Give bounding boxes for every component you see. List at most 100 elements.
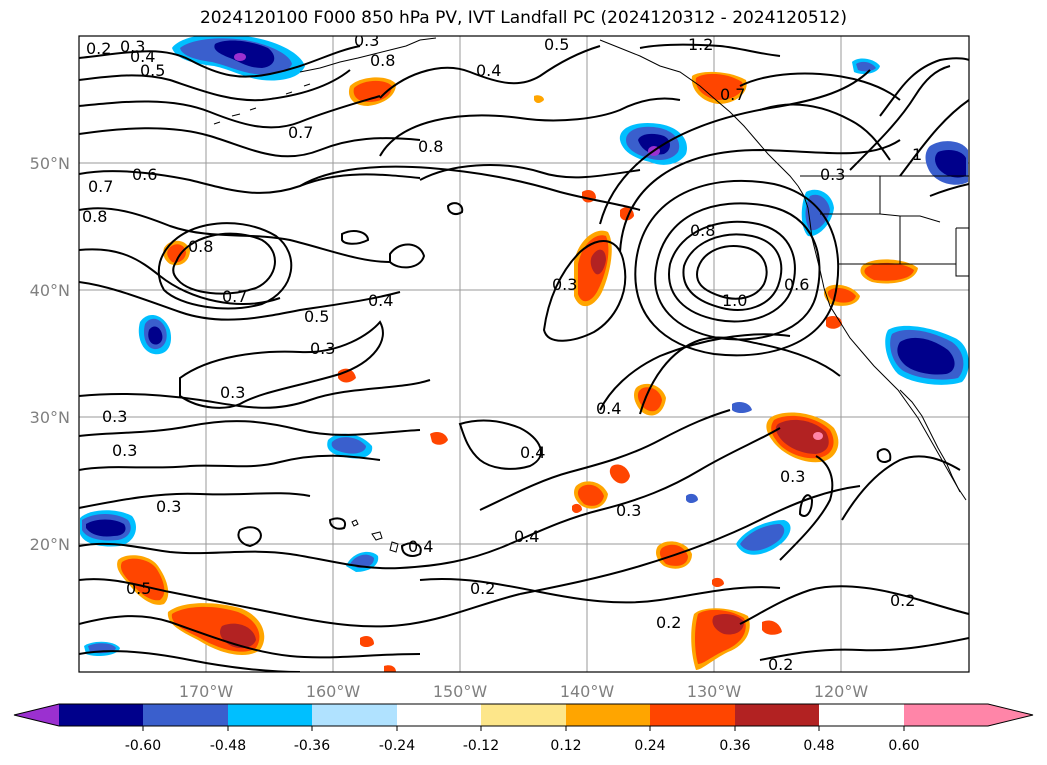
colorbar-ticks: -0.60 -0.48 -0.36 -0.24 -0.12 0.12 0.24 … [125, 738, 920, 754]
colorbar-segment [143, 704, 228, 726]
neg-region [331, 437, 366, 454]
colorbar-tick-label: -0.60 [125, 738, 161, 754]
positive-anomaly-regions [117, 71, 918, 672]
colorbar-tick-label: -0.36 [294, 738, 330, 754]
negative-anomaly-regions [80, 36, 969, 656]
contour-label: 0.2 [470, 579, 495, 598]
contour-label: 0.3 [552, 275, 577, 294]
pos-region [590, 249, 606, 275]
contour-label: 0.3 [310, 339, 335, 358]
map-frame [78, 35, 970, 673]
contour-label: 0.5 [140, 61, 165, 80]
neg-region [805, 194, 830, 231]
contour-label: 0.6 [132, 165, 157, 184]
contour-label: 0.3 [780, 467, 805, 486]
colorbar-segment [397, 704, 481, 726]
contour-label: 0.4 [476, 61, 501, 80]
contour-label: 0.4 [368, 291, 393, 310]
bc-coast [797, 185, 967, 501]
colorbar-outline [13, 703, 1034, 727]
longitude-labels: 170°W 160°W 150°W 140°W 130°W 120°W [179, 682, 869, 701]
contour-label: 0.3 [112, 441, 137, 460]
colorbar-segment [904, 704, 988, 726]
contour-label: 0.8 [418, 137, 443, 156]
pos-region [775, 419, 829, 454]
contour-label: 0.5 [304, 307, 329, 326]
contour-label: 0.3 [220, 383, 245, 402]
contour-label: 0.4 [514, 527, 539, 546]
pos-region [384, 665, 396, 672]
contour-label: 0.8 [690, 221, 715, 240]
colorbar-over-arrow [988, 704, 1033, 726]
alaska-coast [299, 37, 799, 187]
lon-label: 130°W [687, 682, 742, 701]
neg-region [732, 402, 752, 413]
contour-label: 0.7 [288, 123, 313, 142]
state-border [879, 176, 901, 264]
pos-region [762, 620, 782, 635]
latitude-labels: 50°N 40°N 30°N 20°N [30, 154, 70, 554]
contour-label: 0.2 [768, 655, 793, 674]
colorbar-tick-label: 0.24 [634, 738, 665, 754]
colorbar-segment [650, 704, 735, 726]
neg-region [148, 326, 163, 345]
neg-region [686, 493, 698, 503]
contour-label: 0.4 [408, 537, 433, 556]
contour-label: 1.0 [722, 291, 747, 310]
contour-label: 0.2 [656, 613, 681, 632]
contour-label: 0.8 [82, 207, 107, 226]
pos-region [637, 387, 662, 412]
map-title: 2024120100 F000 850 hPa PV, IVT Landfall… [199, 8, 847, 28]
colorbar-segment [228, 704, 312, 726]
neg-region [350, 554, 374, 568]
neg-region [897, 337, 955, 375]
contour-label: 0.2 [890, 591, 915, 610]
neg-region [638, 133, 670, 155]
colorbar-tick-label: -0.12 [463, 738, 499, 754]
contour-label: 0.3 [354, 31, 379, 50]
pos-region [120, 558, 165, 601]
state-border [838, 227, 969, 277]
colorbar: -0.60 -0.48 -0.36 -0.24 -0.12 0.12 0.24 … [13, 703, 1034, 754]
colorbar-segment [566, 704, 650, 726]
contour-label: 0.4 [520, 443, 545, 462]
contour-label: 0.3 [616, 501, 641, 520]
colorbar-tick-label: -0.24 [379, 738, 415, 754]
contour-label: 0.3 [102, 407, 127, 426]
neg-region [234, 53, 246, 61]
contour-label: 1.2 [688, 35, 713, 54]
baja-coast [899, 389, 961, 493]
pos-region [826, 316, 842, 329]
contour-label: 0.4 [596, 399, 621, 418]
contour-label: 0.2 [86, 39, 111, 58]
colorbar-segment [481, 704, 566, 726]
pos-region [864, 262, 914, 281]
lon-label: 150°W [433, 682, 488, 701]
contour-label: 0.5 [126, 579, 151, 598]
gridlines [79, 36, 969, 672]
contour-label: 0.3 [156, 497, 181, 516]
contour-label: 0.8 [188, 237, 213, 256]
pos-region [360, 636, 374, 647]
lat-label: 40°N [30, 281, 70, 300]
colorbar-segment [312, 704, 397, 726]
lat-label: 50°N [30, 154, 70, 173]
lat-label: 20°N [30, 535, 70, 554]
pos-region [167, 244, 186, 263]
lon-label: 140°W [560, 682, 615, 701]
pos-region [430, 432, 448, 445]
contour-label: 0.7 [222, 287, 247, 306]
contour-label: 0.5 [544, 35, 569, 54]
pv-contours [79, 43, 969, 672]
contour-labels: 0.2 0.3 0.4 0.5 0.3 0.8 0.4 0.5 1.2 0.7 … [82, 31, 922, 674]
contour-label: 1 [912, 145, 922, 164]
island [351, 519, 399, 553]
colorbar-tick-label: 0.36 [719, 738, 750, 754]
contour-label: 0.7 [720, 85, 745, 104]
pos-region [712, 577, 724, 587]
contour-label: 0.3 [120, 37, 145, 56]
colorbar-segment [735, 704, 819, 726]
pos-region [712, 614, 744, 635]
colorbar-segment [59, 704, 143, 726]
pos-region [572, 503, 582, 513]
